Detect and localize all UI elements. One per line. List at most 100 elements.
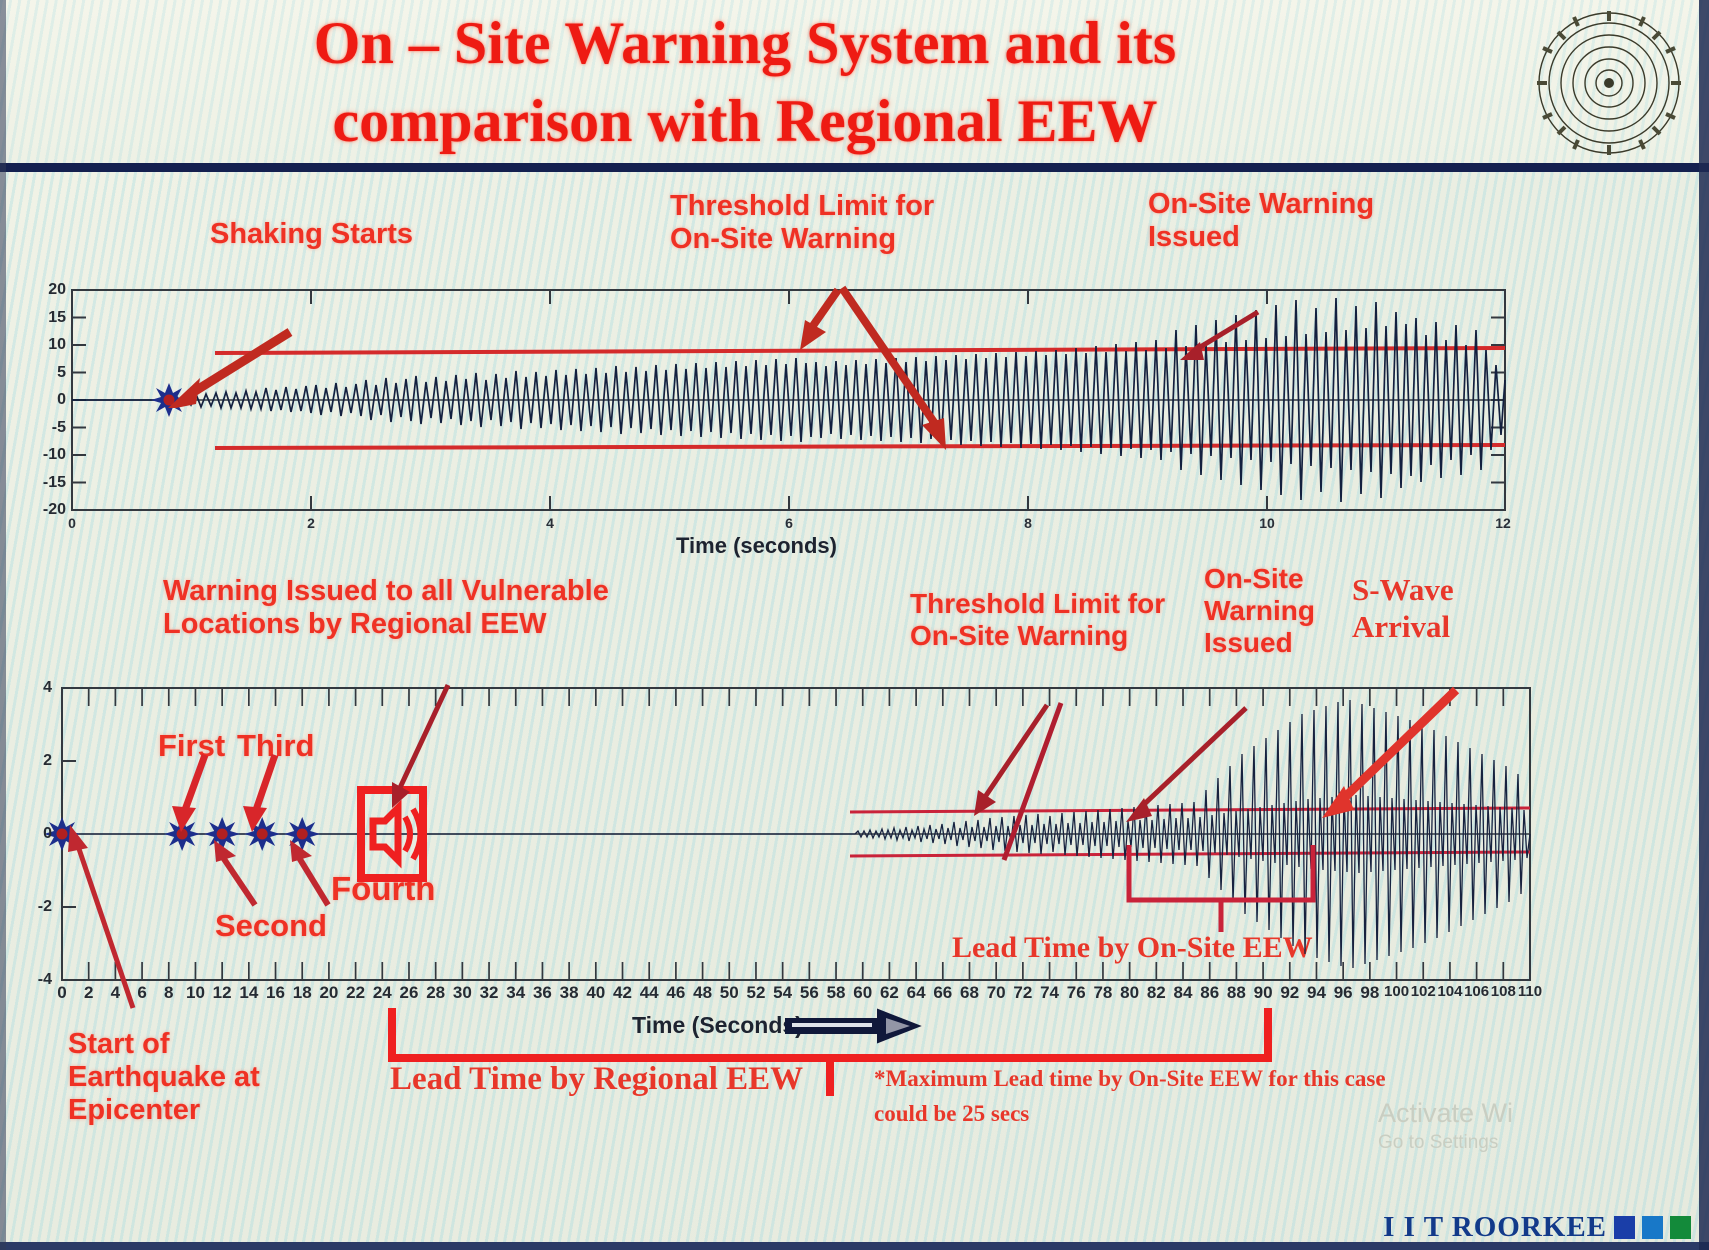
bottom-strip bbox=[0, 1242, 1709, 1250]
arrow-threshold-limit-top bbox=[800, 285, 946, 450]
annotation-threshold-limit-top: Threshold Limit for On-Site Warning bbox=[670, 190, 935, 256]
event-marker bbox=[284, 817, 321, 851]
bottom-xtick-88: 88 bbox=[1226, 983, 1246, 1002]
bottom-xtick-108: 108 bbox=[1490, 983, 1516, 1000]
bottom-ytick-m2: -2 bbox=[37, 898, 52, 915]
top-ytick-15: 15 bbox=[48, 308, 66, 326]
bottom-xtick-64: 64 bbox=[906, 983, 926, 1002]
brand-square-3 bbox=[1670, 1216, 1691, 1239]
threshold-line-upper-top bbox=[214, 346, 1506, 355]
top-xtick-12: 12 bbox=[1495, 515, 1511, 531]
bottom-xtick-50: 50 bbox=[719, 983, 739, 1002]
annotation-threshold-limit-bottom: Threshold Limit for On-Site Warning bbox=[910, 588, 1166, 651]
arrow-onsite-warning-top bbox=[1180, 309, 1260, 360]
event-marker bbox=[164, 817, 201, 851]
top-xtick-6: 6 bbox=[785, 515, 793, 531]
shaking-start-marker bbox=[151, 383, 187, 417]
bottom-xtick-60: 60 bbox=[853, 983, 873, 1002]
bottom-xtick-110: 110 bbox=[1517, 983, 1543, 1000]
annotation-regional-warning: Warning Issued to all Vulnerable Locatio… bbox=[163, 575, 609, 641]
bottom-xtick-32: 32 bbox=[479, 983, 499, 1002]
bottom-xtick-40: 40 bbox=[586, 983, 606, 1002]
top-xtick-0: 0 bbox=[68, 515, 76, 531]
top-ytick-m10: -10 bbox=[42, 446, 66, 463]
arrow-start-of-earthquake bbox=[68, 825, 136, 1009]
bottom-ytick-m4: -4 bbox=[37, 971, 52, 988]
threshold-line-lower-bottom bbox=[849, 850, 1531, 858]
bottom-xtick-62: 62 bbox=[879, 983, 899, 1002]
brand-square-2 bbox=[1642, 1216, 1663, 1239]
top-ytick-m15: -15 bbox=[42, 473, 66, 491]
bottom-xtick-102: 102 bbox=[1410, 983, 1436, 1000]
left-edge-shadow bbox=[0, 0, 6, 1250]
top-xtick-4: 4 bbox=[546, 515, 554, 531]
bottom-xtick-76: 76 bbox=[1066, 983, 1086, 1002]
top-ytick-5: 5 bbox=[57, 363, 66, 381]
bottom-xtick-46: 46 bbox=[666, 983, 686, 1002]
bottom-xtick-92: 92 bbox=[1280, 983, 1300, 1002]
bottom-xtick-6: 6 bbox=[137, 983, 147, 1002]
annotation-lead-time-regional: Lead Time by Regional EEW bbox=[390, 1061, 804, 1097]
top-ytick-10: 10 bbox=[48, 336, 66, 353]
page-title-line1: On – Site Warning System and its bbox=[313, 10, 1177, 76]
annotation-s-wave-arrival: S-Wave Arrival bbox=[1352, 572, 1454, 644]
bracket-lead-time-regional bbox=[388, 1008, 1272, 1096]
time-direction-arrow-icon bbox=[785, 1008, 922, 1044]
bottom-xtick-70: 70 bbox=[986, 983, 1006, 1002]
brand-square-1 bbox=[1614, 1216, 1635, 1239]
arrow-onsite-warning-bottom bbox=[1126, 706, 1248, 822]
top-ytick-0: 0 bbox=[57, 391, 66, 408]
bottom-xtick-42: 42 bbox=[613, 983, 632, 1002]
bottom-xtick-14: 14 bbox=[239, 983, 259, 1002]
arrow-regional-warning bbox=[392, 683, 451, 808]
seismogram-trace-top bbox=[72, 297, 1506, 503]
bottom-xtick-52: 52 bbox=[746, 983, 766, 1002]
bottom-xtick-24: 24 bbox=[372, 983, 392, 1002]
bottom-xtick-30: 30 bbox=[452, 983, 472, 1002]
bottom-xtick-78: 78 bbox=[1093, 983, 1113, 1002]
top-xtick-10: 10 bbox=[1259, 515, 1275, 531]
right-edge-shadow bbox=[1699, 0, 1709, 1250]
bottom-xtick-16: 16 bbox=[266, 983, 285, 1002]
bottom-xtick-44: 44 bbox=[639, 983, 659, 1002]
annotation-second: Second bbox=[215, 908, 327, 943]
bottom-xtick-10: 10 bbox=[185, 983, 205, 1002]
arrow-threshold-limit-bottom bbox=[974, 702, 1064, 861]
bottom-xtick-22: 22 bbox=[346, 983, 366, 1002]
bottom-xtick-104: 104 bbox=[1437, 983, 1463, 1000]
footer-brand-label: I I T ROORKEE bbox=[1383, 1211, 1607, 1243]
bottom-xtick-96: 96 bbox=[1333, 983, 1353, 1002]
iit-roorkee-emblem-icon bbox=[1537, 11, 1681, 155]
arrow-fourth bbox=[290, 840, 331, 907]
top-chart-xaxis-title: Time (seconds) bbox=[676, 533, 837, 558]
bottom-xtick-56: 56 bbox=[799, 983, 819, 1002]
bottom-xtick-54: 54 bbox=[773, 983, 793, 1002]
bottom-xtick-66: 66 bbox=[933, 983, 953, 1002]
watermark-line2: Go to Settings bbox=[1377, 1132, 1499, 1153]
event-marker bbox=[204, 817, 241, 851]
footer-brand: I I T ROORKEE bbox=[1383, 1211, 1691, 1244]
bottom-ytick-0: 0 bbox=[43, 825, 52, 842]
arrow-s-wave-arrival bbox=[1322, 686, 1460, 818]
bottom-xtick-4: 4 bbox=[110, 983, 121, 1002]
bottom-xtick-20: 20 bbox=[319, 983, 339, 1002]
bottom-xtick-28: 28 bbox=[426, 983, 446, 1002]
arrow-third bbox=[243, 753, 279, 832]
bottom-xtick-86: 86 bbox=[1200, 983, 1220, 1002]
page-title: On – Site Warning System and its compari… bbox=[120, 4, 1370, 160]
bottom-xtick-74: 74 bbox=[1040, 983, 1060, 1002]
bottom-xtick-26: 26 bbox=[399, 983, 419, 1002]
bottom-xtick-84: 84 bbox=[1173, 983, 1193, 1002]
bottom-xtick-68: 68 bbox=[960, 983, 979, 1002]
page-title-line2: comparison with Regional EEW bbox=[332, 88, 1158, 154]
bottom-xtick-106: 106 bbox=[1464, 983, 1490, 1000]
bracket-lead-time-onsite bbox=[1126, 845, 1316, 932]
seismogram-trace-bottom bbox=[62, 699, 1531, 969]
bottom-xtick-36: 36 bbox=[532, 983, 552, 1002]
bottom-xtick-0: 0 bbox=[57, 983, 67, 1002]
bottom-chart-xaxis-title: Time (Seconds) bbox=[632, 1012, 803, 1038]
annotation-shaking-starts: Shaking Starts bbox=[210, 218, 414, 250]
annotation-first: First bbox=[158, 728, 226, 763]
top-chart bbox=[71, 285, 1506, 511]
